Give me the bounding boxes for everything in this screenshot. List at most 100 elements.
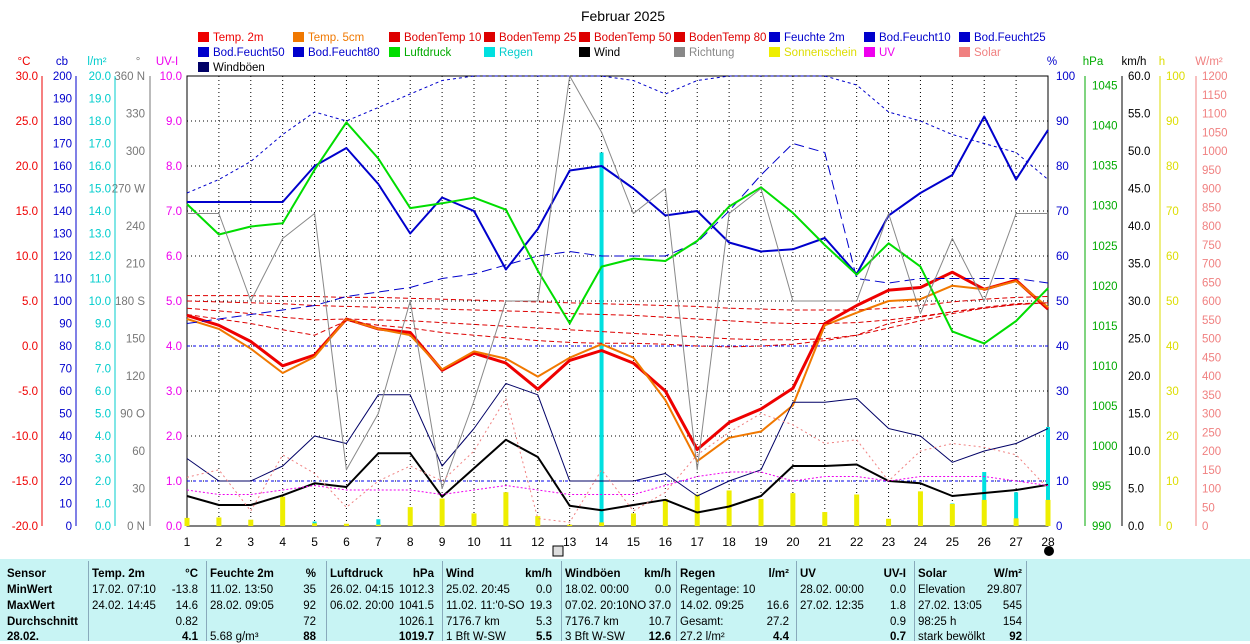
tick-deg: 0 N bbox=[127, 521, 145, 533]
tick-wm2: 300 bbox=[1202, 409, 1221, 421]
series-line-bod-feucht10 bbox=[186, 143, 1049, 324]
legend-label: Wind bbox=[594, 47, 621, 59]
bar-sonnenschein bbox=[630, 513, 636, 526]
stats-value: 0.0 bbox=[655, 584, 671, 596]
bar-regen bbox=[1014, 492, 1019, 526]
stats-row-label: MinWert bbox=[7, 584, 53, 596]
tick-x: 3 bbox=[247, 535, 254, 549]
tick-x: 4 bbox=[279, 535, 286, 549]
tick-uvi: 7.0 bbox=[166, 206, 182, 218]
stats-group-unit: °C bbox=[185, 568, 198, 580]
stats-detail: 11.02. 11:'0-SO bbox=[446, 600, 525, 612]
stats-value: 16.6 bbox=[766, 600, 789, 612]
stats-detail: 28.02. 00:00 bbox=[800, 584, 864, 596]
stats-group-unit: % bbox=[305, 568, 316, 580]
legend-label: Sonnenschein bbox=[784, 47, 857, 59]
tick-uvi: 6.0 bbox=[166, 251, 182, 263]
stats-detail: 98:25 h bbox=[918, 616, 957, 628]
tick-deg: 180 S bbox=[115, 296, 145, 308]
tick-hpa: 1000 bbox=[1092, 441, 1118, 453]
tick-x: 8 bbox=[407, 535, 414, 549]
stats-value: 0.0 bbox=[536, 584, 552, 596]
stats-detail: 27.2 l/m² bbox=[680, 631, 725, 643]
tick-wm2: 250 bbox=[1202, 427, 1221, 439]
tick-uvi: 10.0 bbox=[160, 71, 182, 83]
tick-pct: 50 bbox=[1056, 296, 1069, 308]
tick-hpa: 1005 bbox=[1092, 401, 1118, 413]
tick-kmh: 5.0 bbox=[1128, 484, 1144, 496]
stats-detail: 3 Bft W-SW bbox=[565, 631, 625, 643]
chart-axes: 30.025.020.015.010.05.00.0-5.0-10.0-15.0… bbox=[12, 56, 1228, 557]
legend-label: Temp. 2m bbox=[213, 32, 264, 44]
stats-group-unit: l/m² bbox=[768, 568, 789, 580]
stats-detail: Gesamt: bbox=[680, 616, 724, 628]
tick-pct: 70 bbox=[1056, 206, 1069, 218]
stats-detail: 06.02. 20:00 bbox=[330, 600, 394, 612]
tick-x: 13 bbox=[563, 535, 577, 549]
tick-x: 19 bbox=[754, 535, 768, 549]
tick-kmh: 35.0 bbox=[1128, 259, 1150, 271]
series-line-luftdruck bbox=[186, 121, 1049, 345]
stats-group-title: UV bbox=[800, 568, 816, 580]
legend-item: BodenTemp 80 bbox=[674, 32, 766, 45]
stats-group-unit: km/h bbox=[525, 568, 552, 580]
tick-x: 14 bbox=[595, 535, 609, 549]
tick-lm2: 1.0 bbox=[95, 499, 111, 511]
legend-label: Temp. 5cm bbox=[308, 32, 365, 44]
stats-row-label: Durchschnitt bbox=[7, 616, 78, 628]
legend-label: Feuchte 2m bbox=[784, 32, 845, 44]
bar-regen bbox=[599, 152, 604, 526]
tick-cb: 150 bbox=[53, 184, 72, 196]
legend-item: Regen bbox=[484, 47, 533, 60]
stats-detail: 24.02. 14:45 bbox=[92, 600, 156, 612]
bar-regen bbox=[1046, 427, 1050, 526]
chart-title: Februar 2025 bbox=[581, 8, 665, 24]
stats-value: 27.2 bbox=[766, 616, 789, 628]
axis-title-wm2: W/m² bbox=[1195, 56, 1223, 68]
bar-sonnenschein bbox=[471, 513, 477, 526]
tick-deg: 330 bbox=[126, 109, 145, 121]
tick-kmh: 10.0 bbox=[1128, 446, 1150, 458]
legend-swatch bbox=[579, 32, 590, 42]
legend-swatch bbox=[389, 32, 400, 42]
tick-h: 0 bbox=[1166, 521, 1172, 533]
tick-temp: -5.0 bbox=[18, 386, 38, 398]
tick-x: 27 bbox=[1009, 535, 1023, 549]
legend-item: Sonnenschein bbox=[769, 47, 857, 60]
axis-title-kmh: km/h bbox=[1122, 56, 1147, 68]
tick-uvi: 0.0 bbox=[166, 521, 182, 533]
tick-lm2: 3.0 bbox=[95, 454, 111, 466]
tick-wm2: 600 bbox=[1202, 296, 1221, 308]
bar-sonnenschein bbox=[248, 519, 254, 526]
stats-value: 0.82 bbox=[175, 616, 198, 628]
tick-temp: 0.0 bbox=[22, 341, 38, 353]
tick-cb: 70 bbox=[59, 364, 72, 376]
tick-wm2: 200 bbox=[1202, 446, 1221, 458]
stats-detail: 14.02. 09:25 bbox=[680, 600, 744, 612]
legend-item: Bod.Feucht25 bbox=[959, 32, 1046, 45]
tick-wm2: 550 bbox=[1202, 315, 1221, 327]
stats-detail: 25.02. 20:45 bbox=[446, 584, 510, 596]
legend-label: Solar bbox=[974, 47, 1001, 59]
axis-title-hpa: hPa bbox=[1083, 56, 1104, 68]
tick-hpa: 1010 bbox=[1092, 361, 1118, 373]
tick-deg: 60 bbox=[132, 446, 145, 458]
tick-wm2: 950 bbox=[1202, 165, 1221, 177]
tick-wm2: 850 bbox=[1202, 202, 1221, 214]
tick-h: 90 bbox=[1166, 116, 1179, 128]
stats-value: 1041.5 bbox=[398, 600, 434, 612]
legend-swatch bbox=[769, 32, 780, 42]
tick-pct: 80 bbox=[1056, 161, 1069, 173]
stats-divider bbox=[326, 561, 327, 641]
legend-swatch bbox=[293, 47, 304, 57]
bar-sonnenschein bbox=[184, 517, 190, 526]
stats-row-label: 28.02. bbox=[7, 631, 39, 643]
stats-detail: 27.02. 13:05 bbox=[918, 600, 982, 612]
tick-kmh: 0.0 bbox=[1128, 521, 1144, 533]
tick-cb: 20 bbox=[59, 476, 72, 488]
tick-wm2: 1150 bbox=[1202, 90, 1227, 102]
tick-x: 22 bbox=[850, 535, 864, 549]
tick-hpa: 1030 bbox=[1092, 201, 1118, 213]
legend-item: Bod.Feucht80 bbox=[293, 47, 380, 60]
plot-frame bbox=[186, 75, 1049, 527]
